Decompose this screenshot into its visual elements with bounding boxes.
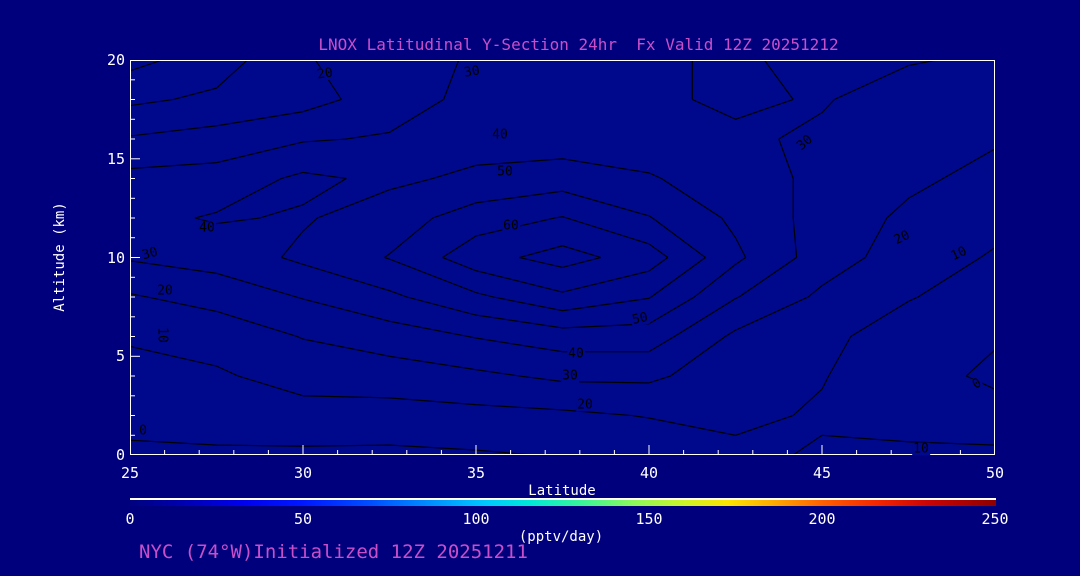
x-tick-label: 30: [293, 464, 313, 482]
contour-label: 0: [138, 423, 148, 439]
x-tick-label: 25: [120, 464, 140, 482]
contour-label: 20: [315, 65, 335, 83]
y-tick-label: 5: [115, 347, 125, 366]
contour-label: 40: [567, 346, 585, 362]
contour-label: 20: [156, 283, 174, 299]
x-tick-label: 40: [639, 464, 659, 482]
contour-svg: [130, 60, 995, 455]
x-tick-label: 50: [985, 464, 1005, 482]
contour-line-30: [130, 60, 938, 353]
colorbar-axis-line: [130, 498, 996, 500]
colorbar-gradient: [130, 500, 996, 506]
contour-line-40: [194, 158, 747, 329]
contour-label: 50: [496, 164, 514, 180]
contour-label: 10: [912, 441, 930, 457]
contour-label: 30: [462, 63, 482, 81]
colorbar-tick-label: 50: [293, 510, 313, 528]
y-tick-label: 10: [106, 248, 125, 267]
contour-line-10: [130, 60, 995, 455]
y-tick-label: 15: [106, 149, 125, 168]
plot-border: [130, 60, 995, 455]
contour-label: 60: [502, 218, 520, 234]
contour-label: 50: [630, 310, 650, 328]
contour-line-50: [384, 190, 706, 312]
contour-label: 40: [198, 220, 216, 236]
x-tick-label: 35: [466, 464, 486, 482]
y-axis-title: Altitude (km): [52, 202, 68, 312]
colorbar-tick-label: 150: [635, 510, 663, 528]
run-info-text: NYC (74°W)Initialized 12Z 20251211: [139, 541, 528, 563]
contour-label: 30: [561, 368, 579, 384]
contour-label: 20: [576, 397, 594, 413]
chart-title: LNOX Latitudinal Y-Section 24hr Fx Valid…: [318, 35, 839, 54]
colorbar-tick-label: 100: [462, 510, 490, 528]
plot-area: 20 30 40 50 60 50 40 30 20 40 30 20 10 0 30 20 10 0 10: [130, 60, 995, 457]
y-tick-label: 0: [115, 446, 125, 464]
colorbar-tick-label: 200: [808, 510, 836, 528]
colorbar-tick-label: 0: [125, 510, 135, 528]
y-tick-label: 20: [106, 51, 125, 69]
colorbar-tick-label: 250: [981, 510, 1009, 528]
contour-label: 10: [154, 326, 170, 344]
x-axis-title: Latitude: [528, 483, 596, 499]
contour-line-70: [519, 245, 602, 268]
contour-label: 40: [491, 127, 509, 143]
contour-line-20: [130, 60, 995, 384]
x-tick-label: 45: [812, 464, 832, 482]
colorbar-units: (pptv/day): [518, 529, 604, 545]
